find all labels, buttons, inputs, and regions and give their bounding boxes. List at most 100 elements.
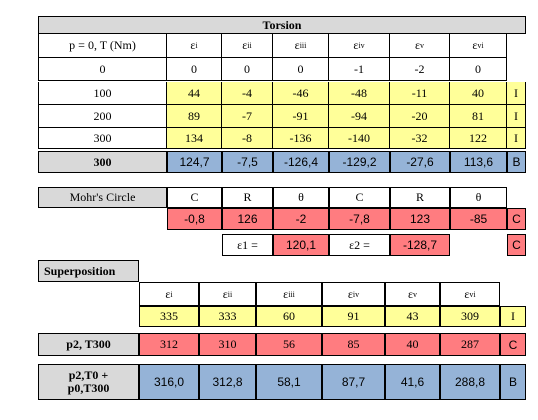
e2-label: ε2 = [329, 234, 390, 256]
torsion-cell: -94 [329, 105, 390, 128]
torsion-row-label: 100 [38, 82, 167, 105]
superposition-header-eps-ii-symbol: ε [222, 286, 228, 301]
torsion-summary-cell: -27,6 [390, 151, 450, 173]
p2-t300-cell: 287 [440, 333, 500, 356]
p2-t300-label: p2, T300 [38, 333, 139, 356]
torsion-cell: -91 [273, 105, 329, 128]
superposition-header-eps-i-subscript: i [170, 289, 173, 299]
mohr-header-cell: θ [450, 187, 507, 208]
superposition-header-eps-vi-symbol: ε [464, 286, 470, 301]
torsion-header-eps-ii-symbol: ε [242, 38, 248, 52]
superposition-header-eps-v-subscript: v [413, 289, 418, 299]
torsion-header-eps-v-symbol: ε [414, 38, 421, 52]
torsion-header-eps-vi: ε vi [450, 34, 507, 58]
torsion-summary-flag: B [507, 151, 526, 173]
torsion-title: Torsion [38, 16, 526, 34]
combined-label-line-2: p0,T300 [67, 381, 110, 395]
mohr-label: Mohr's Circle [38, 187, 167, 208]
superposition-value-cell: 309 [440, 306, 500, 327]
torsion-row-flag: I [507, 128, 526, 149]
p2-t300-cell: 85 [322, 333, 385, 356]
torsion-cell: -8 [222, 128, 273, 149]
torsion-row-label: 0 [38, 58, 167, 81]
torsion-cell: 0 [167, 58, 222, 81]
superposition-header-eps-iii-subscript: iii [288, 289, 295, 299]
torsion-cell: -1 [329, 58, 390, 81]
torsion-header-eps-iii-symbol: ε [294, 38, 300, 52]
combined-cell: 312,8 [199, 364, 256, 400]
torsion-row-flag: I [507, 82, 526, 105]
e1-label: ε1 = [222, 234, 273, 256]
torsion-cell: 40 [450, 82, 507, 105]
p2-t300-cell: 40 [385, 333, 440, 356]
combined-cell: 87,7 [322, 364, 385, 400]
mohr-header-cell: R [390, 187, 450, 208]
torsion-header-eps-iv-subscript: iv [358, 41, 365, 50]
superposition-value-cell: 60 [256, 306, 322, 327]
mohr-header-cell: C [329, 187, 390, 208]
torsion-cell: 134 [167, 128, 222, 149]
torsion-summary-cell: -7,5 [222, 151, 273, 173]
torsion-cell: 0 [450, 58, 507, 81]
superposition-title: Superposition [38, 260, 139, 282]
mohr-value-cell: -85 [450, 208, 507, 230]
p2-t300-flag: C [500, 333, 526, 356]
torsion-row-label: 300 [38, 128, 167, 149]
torsion-cell: 44 [167, 82, 222, 105]
mohr-value-cell: -2 [273, 208, 329, 230]
combined-cell: 316,0 [139, 364, 199, 400]
torsion-header-eps-vi-subscript: vi [477, 41, 484, 50]
torsion-header-eps-v-subscript: v [420, 41, 425, 50]
combined-cell: 288,8 [440, 364, 500, 400]
torsion-cell: 0 [273, 58, 329, 81]
mohr-flag-2: C [507, 234, 526, 256]
torsion-cell: -136 [273, 128, 329, 149]
torsion-header-eps-iii-subscript: iii [299, 41, 307, 50]
torsion-cell: 89 [167, 105, 222, 128]
torsion-cell: -7 [222, 105, 273, 128]
torsion-summary-cell: 124,7 [167, 151, 222, 173]
torsion-header-eps-iii: ε iii [273, 34, 329, 58]
mohr-value-cell: 123 [390, 208, 450, 230]
e1-value: 120,1 [273, 234, 329, 256]
torsion-header-eps-i-symbol: ε [190, 38, 196, 52]
mohr-value-cell: -0,8 [167, 208, 222, 230]
superposition-header-eps-v-symbol: ε [407, 286, 414, 301]
superposition-header-eps-iii: ε iii [256, 282, 322, 306]
superposition-value-cell: 91 [322, 306, 385, 327]
p2-t300-cell: 310 [199, 333, 256, 356]
superposition-header-eps-iv-symbol: ε [347, 286, 353, 301]
superposition-header-eps-iv-subscript: iv [352, 289, 360, 299]
torsion-row-label: 200 [38, 105, 167, 128]
torsion-row-header: p = 0, T (Nm) [38, 34, 167, 58]
superposition-value-cell: 333 [199, 306, 256, 327]
torsion-summary-cell: 113,6 [450, 151, 507, 173]
torsion-summary-cell: -126,4 [273, 151, 329, 173]
mohr-header-cell: R [222, 187, 273, 208]
superposition-header-eps-vi-subscript: vi [469, 289, 476, 299]
mohr-header-cell: C [167, 187, 222, 208]
superposition-header-eps-iv: ε iv [322, 282, 385, 306]
torsion-cell: -46 [273, 82, 329, 105]
combined-cell: 58,1 [256, 364, 322, 400]
torsion-cell: -2 [390, 58, 450, 81]
torsion-cell: 122 [450, 128, 507, 149]
superposition-value-cell: 335 [139, 306, 199, 327]
torsion-cell: -20 [390, 105, 450, 128]
superposition-header-eps-vi: ε vi [440, 282, 500, 306]
mohr-flag: C [507, 208, 526, 230]
torsion-cell: -11 [390, 82, 450, 105]
superposition-header-eps-iii-symbol: ε [283, 286, 289, 301]
superposition-header-eps-ii: ε ii [199, 282, 256, 306]
p2-t300-cell: 312 [139, 333, 199, 356]
e2-value: -128,7 [390, 234, 450, 256]
torsion-header-eps-iv: ε iv [329, 34, 390, 58]
torsion-cell: -140 [329, 128, 390, 149]
torsion-header-eps-ii-subscript: ii [247, 41, 252, 50]
p2-t300-cell: 56 [256, 333, 322, 356]
superposition-header-eps-i-symbol: ε [165, 286, 171, 301]
combined-label: p2,T0 + p0,T300 [38, 364, 139, 400]
